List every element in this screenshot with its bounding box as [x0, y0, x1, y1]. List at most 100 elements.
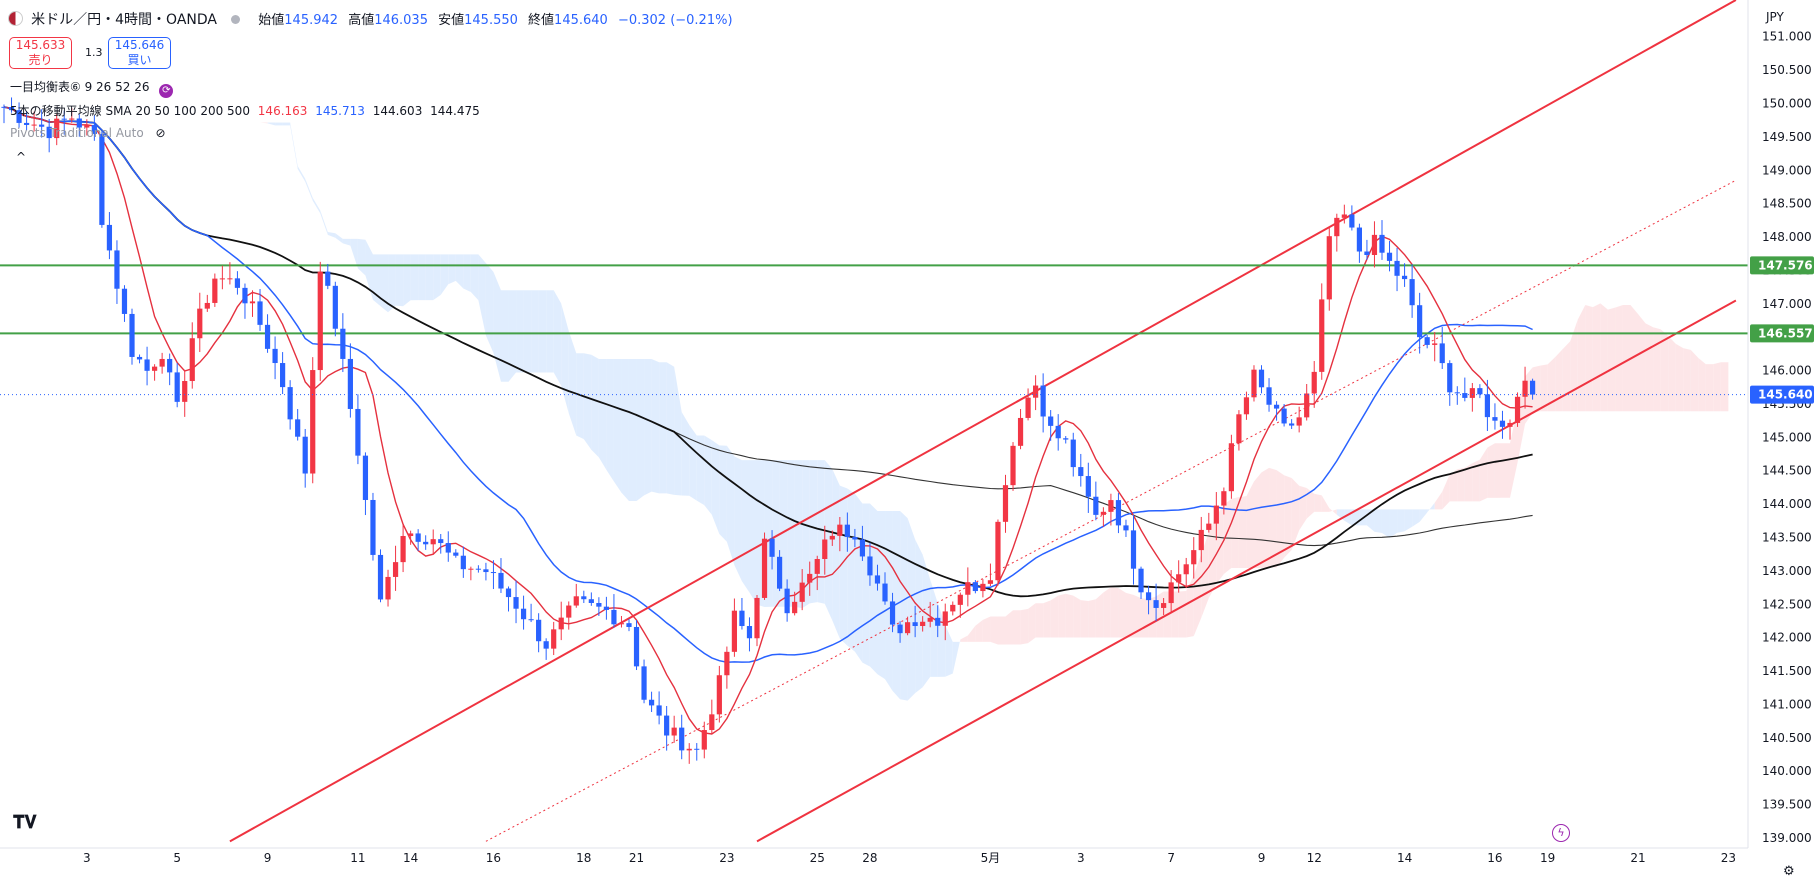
- channel-mid-line: [485, 179, 1737, 842]
- cloud-segment: [636, 358, 645, 501]
- cloud-segment: [267, 122, 276, 126]
- last-price-tag: [1750, 385, 1814, 404]
- candle-body: [761, 538, 768, 598]
- candle-body: [1319, 299, 1325, 372]
- cloud-segment: [598, 358, 607, 470]
- candle-body: [1289, 423, 1295, 426]
- candle-body: [257, 301, 263, 325]
- price-tick-label: 141.000: [1762, 697, 1812, 711]
- candle-body: [664, 715, 670, 736]
- high-label: 高値: [348, 13, 375, 28]
- cloud-segment: [1321, 495, 1330, 512]
- candle-body: [626, 623, 632, 627]
- time-tick-label: 5: [173, 851, 181, 865]
- hidden-eye-icon[interactable]: ⊘: [155, 126, 166, 140]
- candle-body: [84, 124, 90, 128]
- currency-label[interactable]: JPY: [1766, 10, 1784, 24]
- candle-body: [950, 604, 956, 612]
- refresh-icon[interactable]: ⟳: [159, 84, 174, 98]
- price-tick-label: 143.500: [1762, 531, 1812, 545]
- sma-50-line: [3, 106, 1533, 663]
- cloud-segment: [952, 639, 961, 674]
- candle-body: [347, 358, 353, 409]
- cloud-segment: [1299, 485, 1307, 531]
- spread: 1.3: [85, 46, 103, 59]
- candle-body: [1311, 371, 1317, 394]
- candle-body: [769, 538, 775, 557]
- cloud-segment: [1005, 610, 1014, 645]
- cloud-segment: [651, 358, 660, 494]
- collapse-chevron-icon[interactable]: ^: [16, 150, 27, 164]
- candle-body: [76, 118, 82, 128]
- cloud-segment: [1306, 488, 1315, 519]
- ichimoku-legend[interactable]: 一目均衡表⑥ 9 26 52 26 ⟳: [10, 78, 174, 98]
- ma-value-20: 146.163: [257, 104, 308, 118]
- low-label: 安値: [438, 13, 465, 28]
- cloud-segment: [674, 366, 682, 496]
- time-tick-label: 14: [1397, 851, 1412, 865]
- candle-body: [1130, 530, 1137, 569]
- time-tick-label: 14: [403, 851, 418, 865]
- price-tick-label: 146.000: [1762, 364, 1812, 378]
- cloud-segment: [982, 616, 991, 642]
- close-value: 145.640: [554, 13, 608, 28]
- ma-legend[interactable]: 5本の移動平均線 SMA 20 50 100 200 500 146.163 1…: [10, 102, 480, 119]
- cloud-segment: [787, 460, 795, 607]
- candle-body: [144, 359, 150, 371]
- time-tick-label: 12: [1307, 851, 1322, 865]
- ichimoku-cloud: [199, 107, 1729, 701]
- candle-body: [129, 313, 135, 357]
- cloud-segment: [1653, 327, 1661, 412]
- candle-body: [1386, 252, 1393, 261]
- cloud-segment: [1201, 532, 1209, 618]
- candle-body: [543, 641, 549, 649]
- cloud-segment: [1276, 470, 1285, 568]
- time-axis[interactable]: 3 5 9 11 14 16 18 21 23 25 28 5月 3 7 9 12 14 16 19 21 23: [0, 847, 1748, 865]
- candle-body: [935, 617, 941, 626]
- candle-body: [287, 387, 293, 420]
- candle-body: [69, 118, 75, 120]
- cloud-segment: [1607, 307, 1616, 412]
- cloud-segment: [802, 460, 810, 609]
- candle-body: [874, 575, 881, 584]
- cloud-segment: [350, 238, 358, 269]
- cloud-segment: [1683, 348, 1691, 412]
- price-tick-label: 151.000: [1762, 30, 1812, 44]
- candle-body: [844, 524, 850, 538]
- candle-body: [483, 569, 489, 573]
- settings-gear-icon[interactable]: ⚙: [1783, 864, 1795, 879]
- candle-body: [1168, 582, 1174, 604]
- lightning-icon[interactable]: ϟ: [1552, 824, 1570, 842]
- candle-body: [99, 133, 105, 225]
- candle-body: [1266, 387, 1272, 405]
- candle-body: [694, 748, 700, 750]
- cloud-segment: [869, 503, 878, 675]
- ma-value-500: 144.475: [430, 104, 480, 118]
- candle-body: [167, 358, 173, 373]
- symbol-title[interactable]: 米ドル／円・4時間・OANDA: [31, 12, 217, 28]
- price-axis[interactable]: 151.000 150.500 150.000 149.500 149.000 148.5…: [1747, 0, 1816, 873]
- candle-body: [197, 308, 203, 339]
- candle-body: [212, 278, 218, 303]
- cloud-segment: [538, 290, 547, 373]
- cloud-segment: [1261, 467, 1270, 568]
- change-value: −0.302 (−0.21%): [617, 13, 733, 28]
- sell-button[interactable]: 145.633 売り: [9, 37, 72, 69]
- cloud-segment: [1366, 509, 1375, 532]
- candle-body: [152, 366, 158, 371]
- pivots-legend[interactable]: Pivots Traditional Auto ⊘: [10, 126, 166, 140]
- candle-body: [468, 568, 474, 570]
- cloud-segment: [1374, 509, 1382, 533]
- candle-body: [272, 348, 278, 364]
- cloud-segment: [1065, 593, 1074, 638]
- candle-body: [1341, 214, 1347, 218]
- time-tick-label: 19: [1540, 851, 1555, 865]
- cloud-segment: [1457, 467, 1465, 502]
- buy-button[interactable]: 145.646 買い: [108, 37, 171, 69]
- cloud-segment: [621, 358, 629, 501]
- candle-body: [1100, 511, 1106, 515]
- candle-body: [784, 588, 790, 614]
- candle-body: [1409, 279, 1415, 306]
- cloud-segment: [892, 510, 901, 700]
